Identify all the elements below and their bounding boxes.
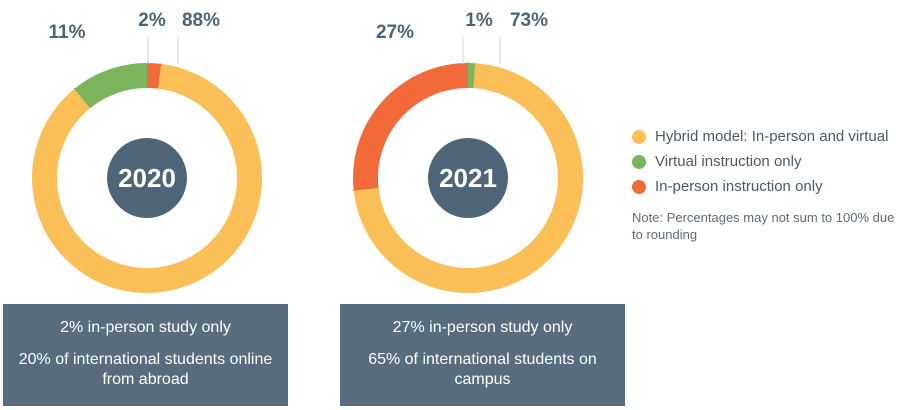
summary-box-2020: 2% in-person study only 20% of internati…	[3, 304, 288, 406]
pct-label-virtual-instruction-only-2020: 11%	[49, 22, 86, 43]
legend-label-virtual: Virtual instruction only	[655, 153, 802, 170]
legend-item-virtual: Virtual instruction only	[632, 149, 897, 174]
legend-label-hybrid: Hybrid model: In-person and virtual	[655, 128, 889, 145]
donut-2021: 2021 1% 73% 27%	[351, 10, 583, 293]
summary-2020-line1: 2% in-person study only	[60, 319, 231, 336]
slice-marker-hybrid-model-in-person-and-virtual-2021	[473, 61, 484, 85]
legend-item-hybrid: Hybrid model: In-person and virtual	[632, 124, 897, 149]
legend-item-in-person: In-person instruction only	[632, 174, 897, 199]
summary-box-2021: 27% in-person study only 65% of internat…	[340, 304, 625, 406]
slice-marker-virtual-instruction-only-2021	[468, 61, 477, 84]
donut-charts: 2020 2% 88% 11% 2021 1% 73% 27%	[32, 10, 583, 294]
pct-label-in-person-instruction-only-2020: 2%	[138, 10, 166, 31]
slice-marker-in-person-instruction-only-2021	[351, 180, 375, 191]
center-circle-2021	[428, 138, 508, 218]
legend-label-in-person: In-person instruction only	[655, 178, 823, 195]
pct-label-hybrid-model-in-person-and-virtual-2021: 73%	[510, 10, 548, 31]
slice-virtual-instruction-only-2020	[74, 62, 147, 109]
rounding-note: Note: Percentages may not sum to 100% du…	[632, 210, 895, 242]
year-label-2021: 2021	[439, 163, 497, 193]
slice-marker-virtual-instruction-only-2020	[73, 87, 90, 106]
summary-2020-line2: 20% of international students online fro…	[18, 351, 273, 388]
pct-label-hybrid-model-in-person-and-virtual-2020: 88%	[182, 10, 220, 31]
center-circle-2020	[107, 138, 187, 218]
summary-2021-line1: 27% in-person study only	[392, 319, 573, 336]
slice-in-person-instruction-only-2021	[353, 63, 468, 191]
legend-swatch-virtual	[632, 154, 646, 169]
pct-label-virtual-instruction-only-2021: 1%	[465, 10, 493, 31]
slice-marker-in-person-instruction-only-2020	[147, 61, 156, 84]
legend-swatch-hybrid	[632, 129, 646, 144]
legend-swatch-in-person	[632, 179, 646, 194]
year-label-2020: 2020	[118, 163, 176, 193]
pct-label-in-person-instruction-only-2021: 27%	[376, 22, 414, 43]
legend: Hybrid model: In-person and virtual Virt…	[632, 124, 897, 243]
summary-2021-line2: 65% of international students on campus	[368, 351, 597, 388]
donut-2020: 2020 2% 88% 11%	[32, 10, 263, 294]
slice-marker-hybrid-model-in-person-and-virtual-2020	[158, 61, 169, 85]
